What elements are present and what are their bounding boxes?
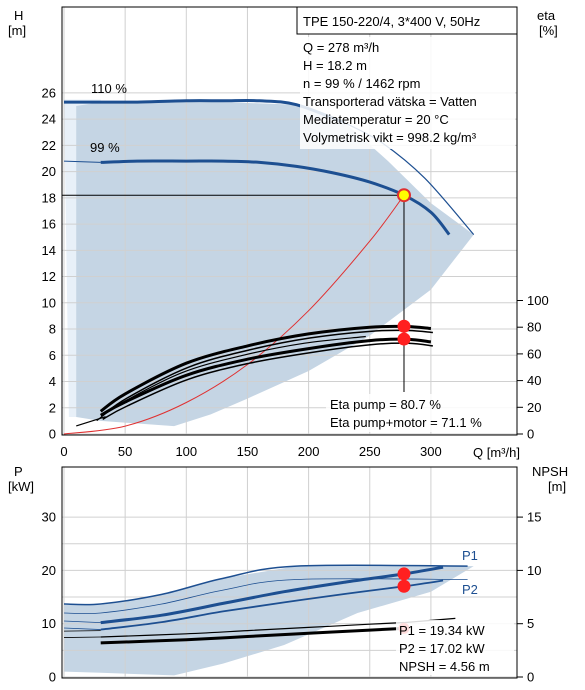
npsh-curve	[100, 626, 405, 645]
eta-axis-label: eta	[537, 8, 556, 23]
efficiency-curve-secondary	[96, 335, 366, 422]
h-tick-label: 26	[42, 85, 56, 100]
qh-curve-99-extension	[63, 160, 101, 163]
top-plot-frame	[61, 6, 518, 436]
system-curve	[63, 194, 405, 435]
info-head: H = 18.2 m	[303, 58, 367, 73]
q-axis-label: Q [m³/h]	[473, 445, 520, 460]
p2-curve-label: P2	[462, 582, 478, 597]
chart-title: TPE 150-220/4, 3*400 V, 50Hz	[303, 14, 480, 29]
h-axis-label: H	[14, 8, 23, 23]
x-tick-label: 150	[237, 444, 259, 459]
operating-point-marker	[396, 188, 411, 203]
p1-max-curve	[63, 564, 468, 606]
h-tick-label: 20	[42, 164, 56, 179]
head-efficiency-chart: 0 50 100 150 200 250 3000246810121416182022242…	[8, 6, 558, 460]
title-box	[296, 6, 518, 35]
qh-curve-99	[100, 159, 451, 236]
eta-tick-label: 100	[527, 293, 549, 308]
h-tick-label: 10	[42, 295, 56, 310]
efficiency-info: Eta pump = 80.7 % Eta pump+motor = 71.1 …	[326, 394, 516, 432]
x-tick-label: 300	[420, 444, 442, 459]
p-axis-unit: [kW]	[8, 479, 34, 494]
eta-tick-label: 80	[527, 320, 541, 335]
p1-marker	[397, 567, 411, 581]
npsh-axis-unit: [m]	[548, 479, 566, 494]
npsh-tick-label: 10	[527, 563, 541, 578]
info-speed: n = 99 % / 1462 rpm	[303, 76, 420, 91]
npsh-value-label: NPSH = 4.56 m	[399, 659, 490, 674]
p-tick-label: 30	[42, 510, 56, 525]
h-tick-label: 4	[49, 374, 56, 389]
curve-label-110: 110 %	[91, 81, 127, 96]
h-tick-label: 12	[42, 269, 56, 284]
h-tick-label: 6	[49, 348, 56, 363]
p2-value-label: P2 = 17.02 kW	[399, 641, 485, 656]
x-tick-label: 250	[359, 444, 381, 459]
qh-curve-110	[64, 98, 346, 125]
bottom-gridlines	[62, 467, 517, 678]
h-tick-label: 8	[49, 322, 56, 337]
efficiency-curve-segment	[76, 416, 106, 427]
p1-extension	[63, 620, 101, 624]
p1-curve-label: P1	[462, 548, 478, 563]
npsh-curve-secondary	[100, 621, 405, 638]
bottom-tick-labels: 0 10 20 30 0 5 10 15	[42, 510, 542, 685]
npsh-left-extension	[63, 636, 101, 638]
h-tick-label: 18	[42, 190, 56, 205]
info-liquid: Transporterad vätska = Vatten	[303, 94, 477, 109]
info-temperature: Mediatemperatur = 20 °C	[303, 112, 449, 127]
x-tick-label: 200	[298, 444, 320, 459]
power-npsh-chart: 0 10 20 30 0 5 10 15 P [kW] NPSH [m] P1 P2 P1 =…	[8, 464, 568, 685]
eta-total-marker	[397, 332, 411, 346]
x-tick-label: 50	[118, 444, 132, 459]
p1-value-label: P1 = 19.34 kW	[399, 623, 485, 638]
x-tick-label: 100	[175, 444, 197, 459]
h-tick-label: 0	[49, 427, 56, 442]
info-background	[300, 37, 515, 149]
npsh-tick-label: 0	[527, 670, 534, 685]
npsh-axis-label: NPSH	[532, 464, 568, 479]
eta-tick-label: 40	[527, 373, 541, 388]
p-axis-label: P	[14, 464, 23, 479]
eta-total-label: Eta pump+motor = 71.1 %	[330, 415, 482, 430]
p-tick-label: 0	[49, 670, 56, 685]
h-tick-label: 14	[42, 243, 56, 258]
p2-marker	[397, 579, 411, 593]
x-tick-label: 0	[60, 444, 67, 459]
npsh-tick-label: 5	[527, 616, 534, 631]
eta-tick-label: 20	[527, 400, 541, 415]
eta-info-background	[326, 394, 516, 432]
p-tick-label: 10	[42, 616, 56, 631]
top-curves	[62, 98, 475, 435]
h-axis-unit: [m]	[8, 23, 26, 38]
info-density: Volymetrisk vikt = 998.2 kg/m³	[303, 130, 477, 145]
npsh-left-extension	[63, 630, 101, 632]
eta-axis-unit: [%]	[539, 23, 558, 38]
bottom-plot-frame	[61, 466, 518, 679]
eta-pump-label: Eta pump = 80.7 %	[330, 397, 441, 412]
h-tick-label: 2	[49, 400, 56, 415]
h-tick-label: 24	[42, 112, 56, 127]
p2-extension	[63, 627, 101, 630]
curve-label-99: 99 %	[90, 140, 120, 155]
eta-tick-label: 0	[527, 427, 534, 442]
power-info: P1 = 19.34 kW P2 = 17.02 kW NPSH = 4.56 …	[396, 620, 514, 675]
eta-tick-label: 60	[527, 346, 541, 361]
power-info-background	[396, 620, 514, 675]
operating-info: Q = 278 m³/h H = 18.2 m n = 99 % / 1462 …	[300, 37, 515, 149]
p-tick-label: 20	[42, 563, 56, 578]
eta-pump-marker	[397, 319, 411, 333]
h-tick-label: 16	[42, 217, 56, 232]
top-tick-labels: 0 50 100 150 200 250 3000246810121416182022242…	[42, 85, 549, 459]
info-flow: Q = 278 m³/h	[303, 40, 379, 55]
h-tick-label: 22	[42, 138, 56, 153]
npsh-tick-label: 15	[527, 510, 541, 525]
